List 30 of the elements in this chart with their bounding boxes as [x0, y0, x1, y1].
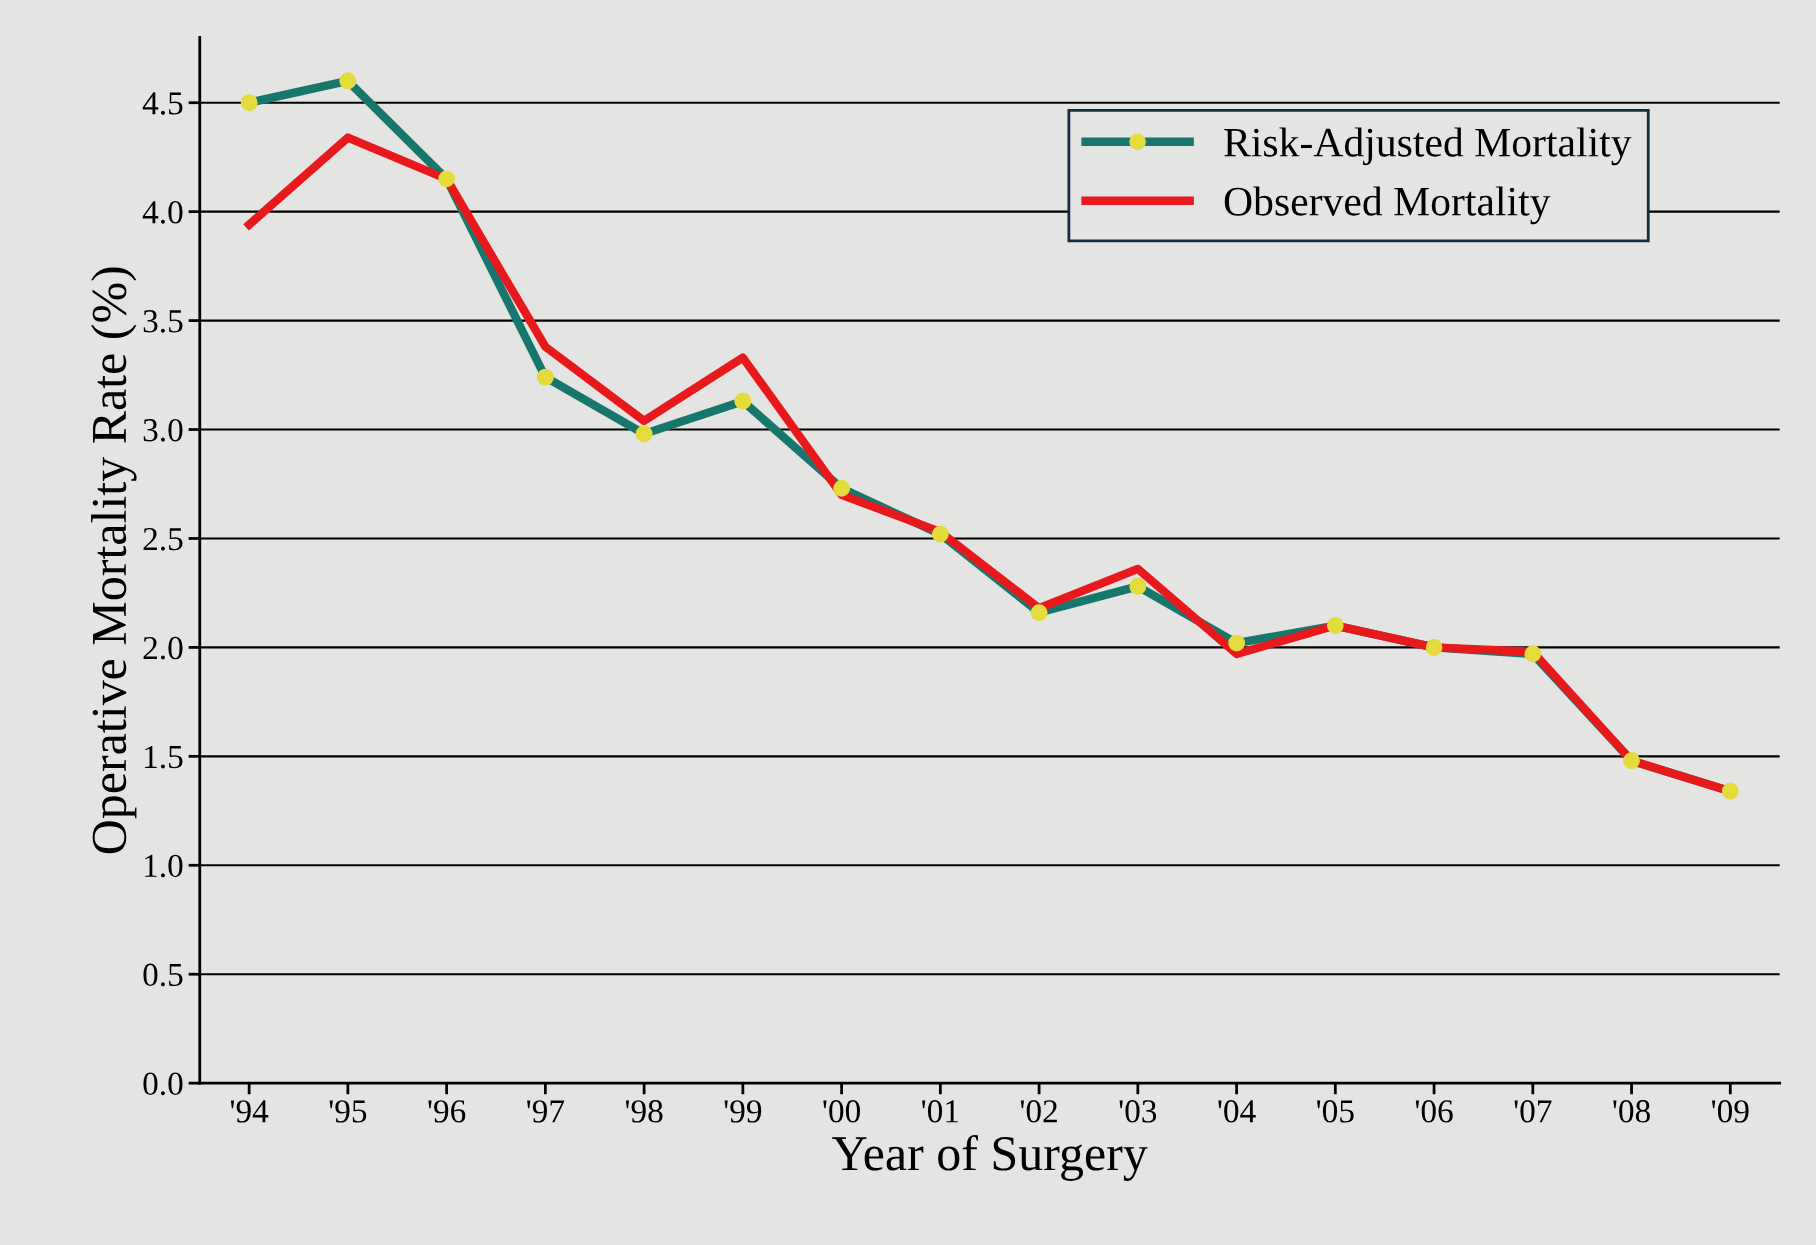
x-tick-label: '03 — [1119, 1100, 1157, 1123]
y-tick-label: 2.5 — [143, 527, 183, 551]
x-tick-label: '02 — [1020, 1100, 1057, 1123]
x-tick-label: '06 — [1415, 1100, 1453, 1123]
x-tick-label: '96 — [428, 1100, 466, 1123]
x-tick-label: '07 — [1514, 1100, 1552, 1123]
y-tick-label: 0.5 — [143, 963, 183, 987]
y-tick-label: 4.5 — [142, 92, 183, 115]
y-tick-label: 3.0 — [143, 418, 183, 442]
legend-label: Observed Mortality — [1224, 186, 1551, 225]
legend-label: Risk-Adjusted Mortality — [1224, 127, 1632, 166]
x-tick-label: '94 — [230, 1100, 269, 1123]
x-tick-label: '04 — [1218, 1100, 1256, 1123]
y-tick-label: 3.5 — [143, 310, 183, 333]
x-tick-label: '09 — [1712, 1100, 1749, 1123]
y-tick-label: 0.0 — [143, 1072, 183, 1096]
x-axis-title: Year of Surgery — [832, 1134, 1148, 1181]
x-tick-label: '99 — [724, 1100, 762, 1123]
y-tick-label: 1.0 — [145, 854, 183, 878]
x-tick-label: '97 — [527, 1100, 565, 1123]
y-tick-label: 1.5 — [145, 745, 183, 769]
y-tick-label: 2.0 — [143, 636, 183, 660]
x-tick-label: '00 — [823, 1100, 860, 1123]
x-tick-label: '95 — [329, 1100, 367, 1123]
x-tick-label: '01 — [922, 1100, 959, 1123]
x-tick-label: '05 — [1317, 1100, 1354, 1123]
x-tick-label: '08 — [1613, 1100, 1650, 1123]
x-tick-label: '98 — [625, 1100, 663, 1123]
y-tick-label: 4.0 — [142, 201, 183, 224]
y-axis-title: Operative Mortality Rate (%) — [91, 267, 137, 854]
